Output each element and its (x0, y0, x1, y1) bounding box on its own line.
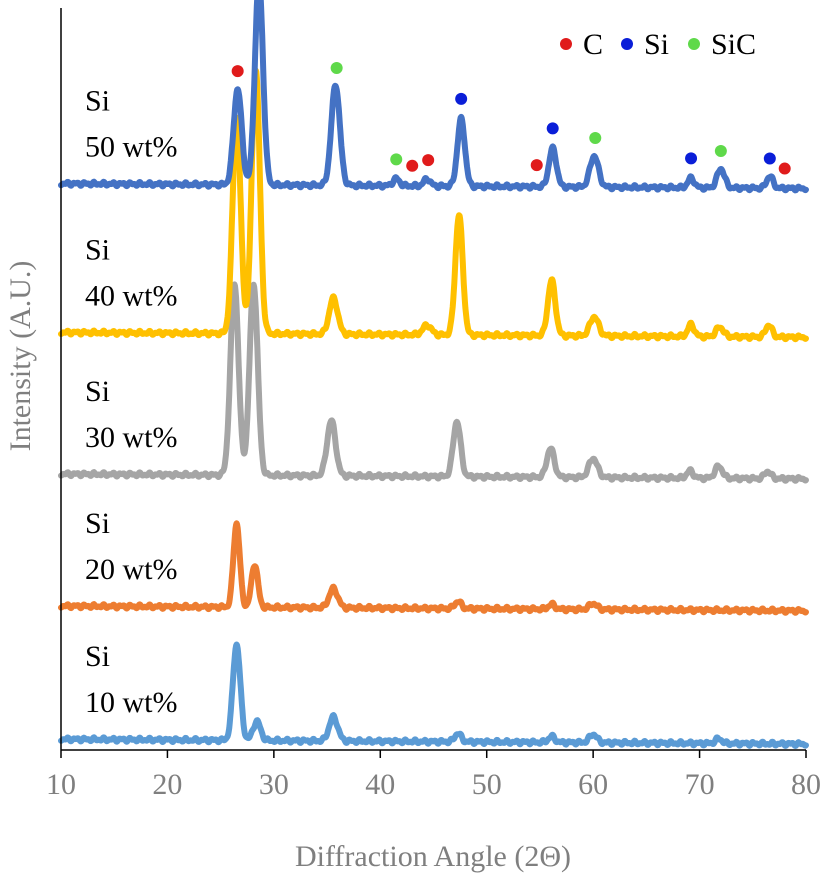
phase-marker-c (422, 154, 435, 167)
x-tick-label: 80 (791, 768, 821, 801)
series-label-wt: 30 wt% (85, 421, 178, 454)
phase-marker-si (763, 152, 776, 165)
legend-label-si: Si (644, 28, 669, 61)
series-line (58, 520, 809, 616)
x-tick-label: 70 (685, 768, 715, 801)
series-label-name: Si (85, 507, 110, 540)
x-tick-label: 60 (578, 768, 608, 801)
series-line (58, 281, 809, 484)
phase-marker-c (231, 65, 244, 78)
series-label-name: Si (85, 375, 110, 408)
legend-label-sic: SiC (711, 28, 756, 61)
phase-marker-c (530, 159, 543, 172)
series-label-wt: 40 wt% (85, 279, 178, 312)
series-label-wt: 10 wt% (85, 686, 178, 719)
series-line (58, 67, 809, 343)
phase-marker-sic (390, 153, 403, 166)
x-tick-label: 20 (152, 768, 182, 801)
series-label-wt: 20 wt% (85, 553, 178, 586)
phase-marker-sic (714, 144, 727, 157)
legend-marker-sic (688, 38, 700, 50)
phase-marker-c (778, 162, 791, 175)
x-tick-label: 10 (46, 768, 76, 801)
phase-marker-si (455, 92, 468, 105)
phase-marker-sic (589, 131, 602, 144)
phase-marker-sic (330, 61, 343, 74)
x-tick-layer: 10 20 30 40 50 60 70 80 (46, 750, 821, 801)
series-label-name: Si (85, 233, 110, 266)
legend: C Si SiC (560, 28, 756, 61)
phase-marker-c (406, 159, 419, 172)
phase-marker-si (546, 122, 559, 135)
x-axis-title: Diffraction Angle (2Θ) (295, 840, 571, 873)
series-layer (58, 0, 809, 749)
phase-marker-si (685, 152, 698, 165)
legend-marker-c (560, 38, 572, 50)
legend-label-c: C (583, 28, 603, 61)
series-label-name: Si (85, 85, 110, 118)
series-line (58, 0, 809, 194)
phase-marker-layer (231, 61, 791, 175)
x-tick-label: 40 (365, 768, 395, 801)
x-tick-label: 50 (472, 768, 502, 801)
series-label-layer: Si 10 wt% Si 20 wt% Si 30 wt% Si 40 wt% Si 50 wt% (85, 85, 178, 720)
series-label-name: Si (85, 640, 110, 673)
y-axis-title: Intensity (A.U.) (4, 261, 37, 452)
x-tick-label: 30 (259, 768, 289, 801)
legend-marker-si (621, 38, 633, 50)
series-label-wt: 50 wt% (85, 131, 178, 164)
series-line (58, 641, 809, 749)
